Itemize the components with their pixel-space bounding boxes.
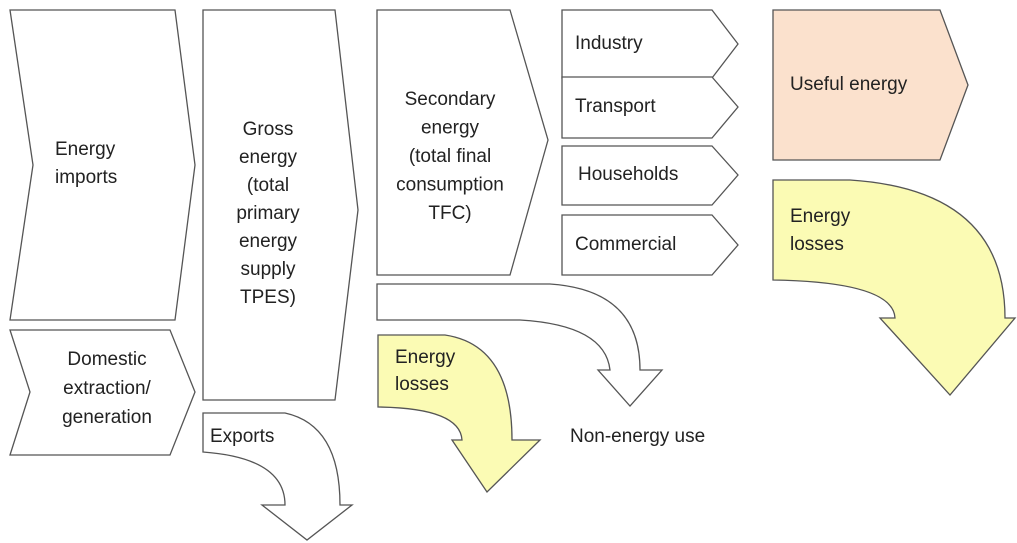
commercial-shape — [561, 214, 739, 276]
node-label: energy — [239, 147, 298, 168]
node-label: Non-energy use — [570, 426, 705, 447]
node-label: Energy — [55, 139, 116, 160]
industry-shape — [561, 9, 739, 79]
node-label: Transport — [575, 96, 656, 117]
node-label: extraction/ — [63, 378, 151, 399]
secondary-shape — [376, 9, 549, 276]
node-label: generation — [62, 407, 152, 428]
node-label: (total final — [409, 146, 491, 167]
non-energy-arrow — [376, 283, 664, 407]
transport-shape — [561, 76, 739, 139]
node-label: Energy — [395, 347, 456, 368]
node-label: Exports — [210, 426, 274, 447]
node-label: Energy — [790, 206, 851, 227]
node-label: losses — [395, 374, 449, 395]
node-label: energy — [239, 231, 298, 252]
node-label: consumption — [396, 175, 504, 196]
node-label: Secondary — [405, 89, 496, 110]
node-label: energy — [421, 118, 480, 139]
imports-shape — [9, 9, 196, 321]
node-label: imports — [55, 167, 117, 188]
households-shape — [561, 145, 739, 206]
node-label: Domestic — [67, 349, 146, 370]
node-label: TPES) — [240, 287, 296, 308]
node-label: Gross — [243, 119, 294, 140]
node-label: TFC) — [428, 203, 471, 224]
node-label: Commercial — [575, 234, 676, 255]
losses-arrow-small — [377, 334, 542, 494]
node-label: Households — [578, 164, 678, 185]
losses-arrow-large — [772, 179, 1017, 396]
node-label: Industry — [575, 33, 643, 54]
node-label: primary — [236, 203, 300, 224]
useful-shape — [772, 9, 969, 161]
node-label: losses — [790, 234, 844, 255]
node-label: (total — [247, 175, 289, 196]
gross-shape — [202, 9, 359, 401]
node-label: supply — [241, 259, 296, 280]
node-label: Useful energy — [790, 74, 908, 95]
domestic-shape — [9, 329, 196, 456]
exports-arrow — [202, 412, 354, 541]
labels: Energy imports Domestic extraction/generati… — [55, 33, 908, 447]
